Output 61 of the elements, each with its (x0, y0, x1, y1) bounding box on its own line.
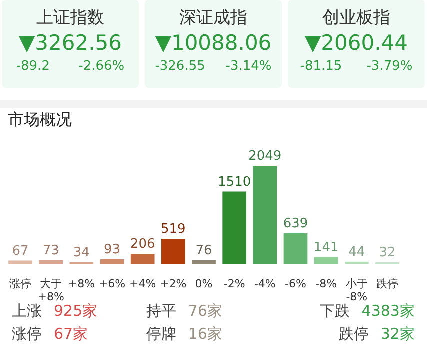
data-label: 2049 (248, 149, 282, 164)
data-label: 32 (379, 245, 396, 260)
x-tick-label: 大于 +8% (38, 278, 64, 304)
data-label: 44 (348, 244, 366, 260)
bar (253, 166, 278, 264)
text: 深证成指 (178, 7, 248, 29)
bar (130, 254, 155, 264)
text: 16家 (188, 325, 222, 344)
data-label: 67 (12, 244, 29, 259)
x-tick-label: -6% (285, 278, 306, 290)
text: 925家 (54, 302, 98, 321)
text: 跌停 (338, 325, 369, 344)
text: -2.66% (78, 59, 125, 74)
text: 4383家 (362, 302, 415, 321)
text: 76家 (188, 302, 222, 321)
data-label: 76 (196, 243, 212, 258)
data-label: 1510 (218, 174, 252, 190)
x-tick-label: +4% (130, 278, 156, 290)
x-tick-label: 跌停 (376, 278, 398, 290)
x-tick-label: -2% (224, 278, 246, 290)
data-label: 34 (73, 245, 90, 260)
data-label: 93 (104, 242, 121, 258)
data-label: 519 (161, 222, 186, 238)
x-tick-label: +8% (68, 278, 96, 290)
text: 32家 (380, 325, 415, 344)
bar (192, 260, 216, 264)
text: 下跌 (320, 302, 350, 321)
bar (161, 239, 186, 264)
text: ▼3262.56 (18, 31, 123, 55)
text: 上证指数 (36, 7, 106, 29)
x-tick-label: +6% (98, 278, 126, 290)
x-tick-label: -4% (254, 278, 276, 290)
text: -3.14% (226, 59, 272, 74)
text: -3.79% (366, 59, 413, 74)
data-label: 206 (130, 237, 156, 252)
x-tick-label: 涨停 (10, 278, 32, 290)
x-tick-label: +2% (160, 278, 187, 290)
bar (284, 233, 308, 264)
bar (39, 260, 64, 264)
text: -89.2 (16, 59, 50, 74)
bar (222, 192, 247, 264)
bar (314, 257, 338, 264)
data-label: 141 (314, 240, 339, 256)
data-label: 639 (283, 216, 308, 232)
bar (100, 260, 124, 264)
text: -326.55 (155, 59, 206, 74)
text: 上涨 (12, 302, 42, 321)
text: ▼10088.06 (154, 31, 273, 55)
x-tick-label: -8% (316, 278, 338, 290)
text: 67家 (54, 325, 88, 344)
text: -81.15 (300, 59, 342, 74)
text: 停牌 (146, 325, 176, 344)
text: 涨停 (12, 325, 42, 344)
chart-title: 市场概况 (8, 110, 72, 129)
x-tick-label: 0% (195, 278, 213, 290)
text: 创业板指 (322, 7, 392, 29)
text: ▼2060.44 (304, 31, 409, 55)
x-tick-label: 小于 -8% (346, 278, 368, 304)
text: 持平 (146, 302, 176, 321)
bar (8, 260, 32, 264)
data-label: 73 (42, 244, 60, 259)
